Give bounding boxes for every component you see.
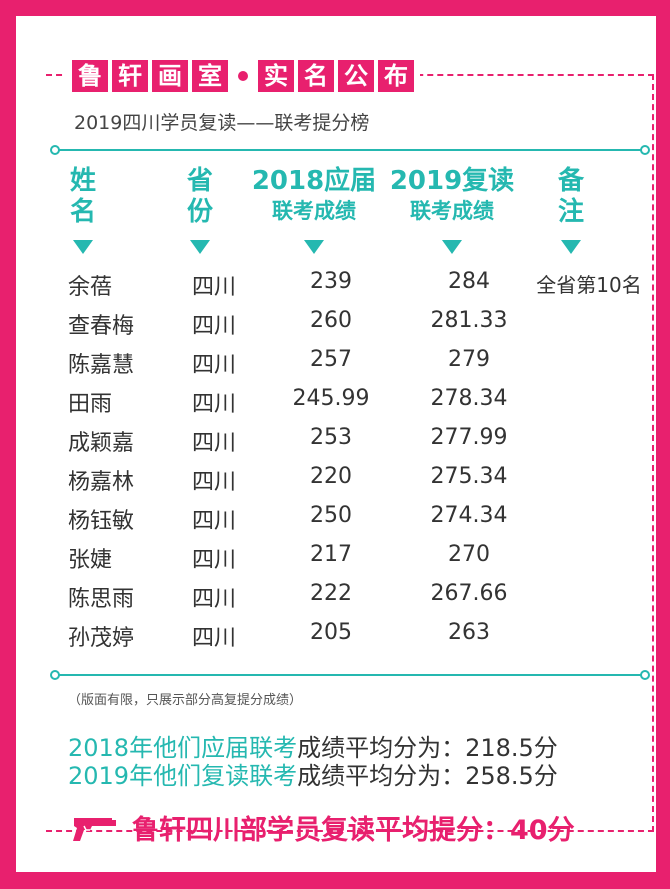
summary-line: 鲁轩四川部学员复读平均提分：40分 bbox=[72, 808, 575, 847]
cell-name: 余蓓 bbox=[68, 275, 113, 300]
cell-score-2018: 257 bbox=[310, 347, 352, 372]
chevron-down-icon bbox=[190, 240, 210, 254]
average-2019-highlight: 2019年他们复读联考 bbox=[68, 762, 298, 790]
cell-name: 田雨 bbox=[68, 392, 113, 417]
cell-score-2019: 263 bbox=[448, 620, 490, 645]
banner-char: 画 bbox=[152, 60, 188, 92]
banner-char: 鲁 bbox=[72, 60, 108, 92]
average-2018-text: 成绩平均分为：218.5分 bbox=[297, 734, 558, 762]
table-row: 张婕 四川 217 270 bbox=[16, 536, 656, 574]
top-divider bbox=[50, 145, 650, 155]
cell-score-2018: 205 bbox=[310, 620, 352, 645]
cell-score-2019: 267.66 bbox=[430, 581, 508, 606]
cell-province: 四川 bbox=[191, 509, 236, 534]
banner-char: 布 bbox=[378, 60, 414, 92]
cell-name: 查春梅 bbox=[68, 314, 135, 339]
cell-province: 四川 bbox=[191, 587, 236, 612]
cell-score-2018: 217 bbox=[310, 542, 352, 567]
cell-score-2018: 220 bbox=[310, 464, 352, 489]
table-row: 杨嘉林 四川 220 275.34 bbox=[16, 458, 656, 496]
cell-score-2018: 260 bbox=[310, 308, 352, 333]
header-name-line1: 姓 bbox=[69, 166, 96, 196]
header-score-2019: 2019复读 联考成绩 bbox=[382, 166, 522, 225]
cell-score-2019: 277.99 bbox=[430, 425, 508, 450]
cell-province: 四川 bbox=[191, 548, 236, 573]
chevron-down-icon bbox=[304, 240, 324, 254]
header-score-2018-line1: 2018应届 bbox=[251, 166, 377, 196]
table-row: 陈思雨 四川 222 267.66 bbox=[16, 575, 656, 613]
header-note-line2: 注 bbox=[557, 197, 584, 227]
cell-score-2019: 278.34 bbox=[430, 386, 508, 411]
table-row: 陈嘉慧 四川 257 279 bbox=[16, 341, 656, 379]
header-name-line2: 名 bbox=[69, 197, 96, 227]
average-2019: 2019年他们复读联考成绩平均分为：258.5分 bbox=[68, 756, 558, 791]
cell-score-2019: 279 bbox=[448, 347, 490, 372]
cell-province: 四川 bbox=[191, 431, 236, 456]
bottom-divider bbox=[50, 670, 650, 680]
banner-char: 名 bbox=[298, 60, 334, 92]
content-card: 鲁 轩 画 室 实 名 公 布 2019四川学员复读——联考提分榜 姓 名 省 … bbox=[16, 16, 656, 872]
cell-province: 四川 bbox=[191, 626, 236, 651]
cell-name: 陈嘉慧 bbox=[68, 353, 135, 378]
cell-score-2019: 275.34 bbox=[430, 464, 508, 489]
cell-score-2019: 270 bbox=[448, 542, 490, 567]
header-note-line1: 备 bbox=[557, 166, 584, 196]
chevron-down-icon bbox=[73, 240, 93, 254]
header-province-line1: 省 bbox=[186, 166, 213, 196]
cell-name: 杨嘉林 bbox=[68, 470, 135, 495]
header-score-2019-line1: 2019复读 bbox=[389, 166, 515, 196]
cell-name: 杨钰敏 bbox=[68, 509, 135, 534]
summary-text: 鲁轩四川部学员复读平均提分：40分 bbox=[132, 815, 575, 846]
chevron-down-icon bbox=[442, 240, 462, 254]
cell-name: 张婕 bbox=[68, 548, 113, 573]
header-score-2018-line2: 联考成绩 bbox=[272, 199, 356, 223]
header-province: 省 份 bbox=[169, 166, 231, 228]
header-score-2019-line2: 联考成绩 bbox=[410, 199, 494, 223]
banner-char: 实 bbox=[258, 60, 294, 92]
title-banner: 鲁 轩 画 室 实 名 公 布 bbox=[66, 60, 420, 92]
separator-dot bbox=[238, 71, 248, 81]
table-row: 杨钰敏 四川 250 274.34 bbox=[16, 497, 656, 535]
cell-score-2018: 222 bbox=[310, 581, 352, 606]
table-row: 查春梅 四川 260 281.33 bbox=[16, 302, 656, 340]
header-province-line2: 份 bbox=[186, 197, 213, 227]
average-2018: 2018年他们应届联考成绩平均分为：218.5分 bbox=[68, 728, 558, 763]
cell-score-2018: 250 bbox=[310, 503, 352, 528]
cell-name: 孙茂婷 bbox=[68, 626, 135, 651]
table-row: 田雨 四川 245.99 278.34 bbox=[16, 380, 656, 418]
cell-province: 四川 bbox=[191, 275, 236, 300]
chevron-down-icon bbox=[561, 240, 581, 254]
table-row: 余蓓 四川 239 284 全省第10名 bbox=[16, 263, 656, 301]
average-2019-text: 成绩平均分为：258.5分 bbox=[297, 762, 558, 790]
cell-province: 四川 bbox=[191, 470, 236, 495]
table-row: 孙茂婷 四川 205 263 bbox=[16, 614, 656, 652]
cell-score-2019: 274.34 bbox=[430, 503, 508, 528]
cell-score-2018: 253 bbox=[310, 425, 352, 450]
cell-score-2018: 239 bbox=[310, 269, 352, 294]
table-row: 成颖嘉 四川 253 277.99 bbox=[16, 419, 656, 457]
header-name: 姓 名 bbox=[52, 166, 114, 228]
cell-name: 陈思雨 bbox=[68, 587, 135, 612]
pistol-icon bbox=[73, 817, 116, 841]
cell-score-2019: 284 bbox=[448, 269, 490, 294]
cell-province: 四川 bbox=[191, 314, 236, 339]
banner-char: 室 bbox=[192, 60, 228, 92]
cell-province: 四川 bbox=[191, 392, 236, 417]
cell-score-2019: 281.33 bbox=[430, 308, 508, 333]
footnote: （版面有限，只展示部分高复提分成绩） bbox=[68, 693, 303, 708]
banner-char: 轩 bbox=[112, 60, 148, 92]
subtitle: 2019四川学员复读——联考提分榜 bbox=[74, 112, 370, 134]
cell-name: 成颖嘉 bbox=[68, 431, 135, 456]
banner-char: 公 bbox=[338, 60, 374, 92]
average-2018-highlight: 2018年他们应届联考 bbox=[68, 734, 298, 762]
header-score-2018: 2018应届 联考成绩 bbox=[244, 166, 384, 225]
header-note: 备 注 bbox=[540, 166, 602, 228]
cell-note: 全省第10名 bbox=[536, 273, 642, 297]
cell-province: 四川 bbox=[191, 353, 236, 378]
cell-score-2018: 245.99 bbox=[292, 386, 370, 411]
